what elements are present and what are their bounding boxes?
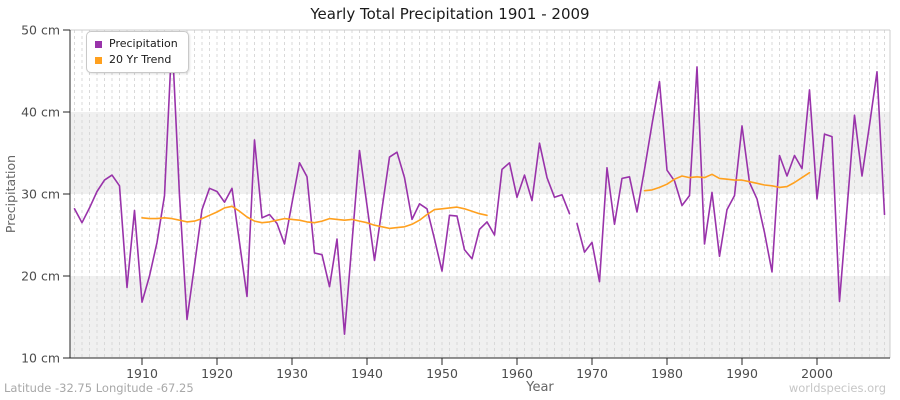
trend-swatch-icon: [95, 56, 102, 64]
x-tick-label: 1960: [501, 366, 533, 381]
precipitation-line-segment: [576, 66, 886, 303]
data-series: [73, 36, 886, 336]
x-tick-label: 1990: [726, 366, 758, 381]
x-tick-label: 1910: [126, 366, 158, 381]
trend-line-segment: [643, 171, 811, 192]
x-tick-label: 1970: [576, 366, 608, 381]
x-tick-label: 1920: [201, 366, 233, 381]
y-tick-label: 20 cm: [21, 269, 60, 284]
trend-line-segment: [141, 205, 488, 230]
y-tick-label: 50 cm: [21, 23, 60, 38]
x-tick-label: 2000: [801, 366, 833, 381]
x-tick-label: 1980: [651, 366, 683, 381]
legend-label-precipitation: Precipitation: [109, 37, 178, 50]
x-tick-label: 1940: [351, 366, 383, 381]
coordinates-caption: Latitude -32.75 Longitude -67.25: [4, 381, 194, 395]
y-tick-label: 30 cm: [21, 187, 60, 202]
precipitation-swatch-icon: [95, 40, 102, 48]
axis-ticks: 10 cm 20 cm 30 cm 40 cm 50 cm 1910 1920 1930 194…: [21, 23, 833, 382]
chart-title: Yearly Total Precipitation 1901 - 2009: [309, 5, 589, 23]
x-tick-label: 1930: [276, 366, 308, 381]
precipitation-line-segment: [73, 36, 571, 336]
x-axis-label: Year: [525, 380, 554, 395]
legend-item-precipitation: Precipitation: [95, 36, 178, 52]
legend-box: Precipitation 20 Yr Trend: [86, 31, 189, 73]
y-tick-label: 40 cm: [21, 105, 60, 120]
watermark-credit: worldspecies.org: [789, 381, 886, 395]
y-axis-label: Precipitation: [3, 155, 18, 233]
legend-item-trend: 20 Yr Trend: [95, 52, 178, 68]
y-tick-label: 10 cm: [21, 351, 60, 366]
x-tick-label: 1950: [426, 366, 458, 381]
legend-label-trend: 20 Yr Trend: [109, 53, 172, 66]
year-gridlines: [74, 30, 885, 358]
